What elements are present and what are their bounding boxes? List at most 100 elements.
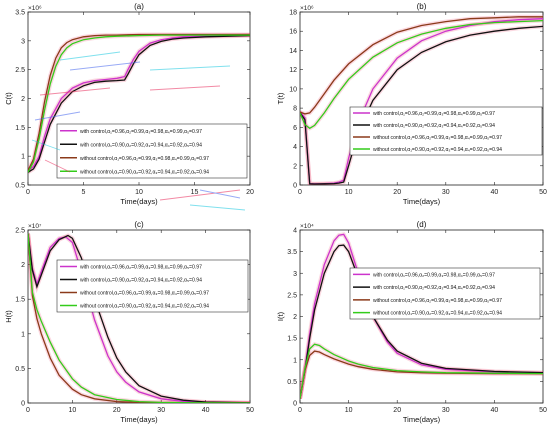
panel-label: (c) [134, 220, 144, 229]
legend-entry: without control,α₁=0.90,α₂=0.92,α₃=0.94,… [373, 147, 502, 153]
series-line-3 [28, 33, 250, 171]
series-line-4 [28, 233, 250, 403]
series-line-2 [28, 34, 250, 173]
chart-panel-4: 0 10 20 30 40 50 0 0.5 1 1.5 2 2.5 3 3.5 4 (d) Time(days… [276, 220, 547, 424]
legend-entry: with control,α₁=0.96,α₂=0.99,α₃=0.98,α₄=… [80, 129, 202, 135]
x-tick-label: 10 [135, 189, 143, 196]
panel-label: (b) [417, 2, 427, 11]
legend-entry: with control,α₁=0.90,α₂=0.92,α₃=0.94,α₄=… [373, 123, 495, 129]
legend: with control,α₁=0.96,α₂=0.99,α₃=0.98,α₄=… [56, 259, 249, 313]
y-exponent-label: ×10⁴ [300, 223, 314, 230]
y-tick-label: 18 [289, 10, 297, 17]
y-tick-label: 3.5 [287, 249, 297, 256]
annotation-stroke [59, 51, 121, 61]
legend-entry: with control,α₁=0.96,α₂=0.99,α₃=0.98,α₄=… [373, 272, 495, 278]
x-tick-label: 5 [82, 189, 86, 196]
series-line-4 [28, 34, 250, 173]
x-tick-label: 40 [202, 407, 210, 414]
legend-entry: without control,α₁=0.96,α₂=0.99,α₃=0.98,… [373, 298, 502, 304]
legend-entry: without control,α₁=0.96,α₂=0.99,α₃=0.98,… [80, 156, 209, 162]
y-tick-label: 3.5 [15, 10, 25, 17]
x-tick-label: 10 [69, 407, 77, 414]
x-axis-label: Time(days) [403, 415, 441, 424]
legend: with control,α₁=0.96,α₂=0.99,α₃=0.98,α₄=… [349, 267, 541, 320]
y-tick-label: 2.5 [15, 228, 25, 235]
y-exponent-label: ×10⁶ [28, 5, 42, 12]
y-tick-label: 2 [293, 314, 297, 321]
panel-label: (a) [134, 2, 144, 11]
x-tick-label: 40 [491, 189, 499, 196]
annotation-stroke [149, 85, 221, 91]
chart-panel-3: 0 10 20 30 40 50 0 0.5 1 1.5 2 2.5 (c) Time(days) H(t)… [4, 220, 254, 424]
y-tick-label: 2 [21, 262, 25, 269]
legend-box [349, 106, 543, 156]
series-line-4 [300, 19, 543, 130]
x-tick-label: 0 [298, 189, 302, 196]
y-tick-label: 1.5 [287, 336, 297, 343]
series-line-1 [300, 233, 543, 399]
legend-box [56, 259, 249, 313]
annotation-stroke [39, 87, 111, 96]
series-line-1 [28, 34, 250, 172]
chart-panel-2: 0 10 20 30 40 50 0 2 4 6 8 10 12 14 16 18 (b) Time(days) T… [276, 2, 547, 206]
series-line-4 [300, 343, 543, 399]
y-exponent-label: ×10⁶ [300, 5, 314, 12]
x-tick-label: 20 [393, 189, 401, 196]
x-axis-label: Time(days) [120, 197, 158, 206]
series-lines [28, 33, 250, 173]
legend-entry: without control,α₁=0.90,α₂=0.92,α₃=0.94,… [80, 169, 209, 175]
legend-entry: without control,α₁=0.96,α₂=0.99,α₃=0.98,… [80, 291, 209, 297]
plot-frame [27, 229, 251, 404]
y-tick-label: 8 [293, 106, 297, 113]
legend-entry: with control,α₁=0.96,α₂=0.99,α₃=0.98,α₄=… [373, 111, 495, 117]
legend-entry: without control,α₁=0.96,α₂=0.99,α₃=0.98,… [373, 135, 502, 141]
y-axis-label: H(t) [4, 310, 13, 323]
annotation-stroke [44, 159, 71, 173]
y-tick-label: 1 [293, 357, 297, 364]
y-tick-label: 1.5 [15, 297, 25, 304]
x-tick-label: 50 [539, 189, 547, 196]
chart-panel-1: 0 5 10 15 20 0.5 1 1.5 2 2.5 3 3.5 (a) Time(days) C(t)… [4, 2, 254, 206]
y-axis-label: I(t) [276, 311, 285, 321]
x-axis-label: Time(days) [403, 197, 441, 206]
y-tick-label: 2.5 [287, 292, 297, 299]
y-tick-label: 16 [289, 29, 297, 36]
x-tick-label: 30 [442, 189, 450, 196]
x-tick-label: 20 [393, 407, 401, 414]
legend-entry: with control,α₁=0.90,α₂=0.92,α₃=0.94,α₄=… [373, 285, 495, 291]
y-tick-label: 4 [293, 144, 297, 151]
y-tick-label: 0 [21, 401, 25, 408]
y-tick-label: 10 [289, 86, 297, 93]
x-tick-label: 30 [442, 407, 450, 414]
y-tick-label: 3 [293, 271, 297, 278]
series-line-2 [300, 244, 543, 399]
y-tick-label: 1.5 [15, 125, 25, 132]
annotation-stroke [159, 189, 241, 201]
y-tick-label: 2 [293, 163, 297, 170]
y-tick-label: 6 [293, 125, 297, 132]
x-tick-label: 20 [113, 407, 121, 414]
x-tick-label: 0 [26, 189, 30, 196]
annotation-overlay [31, 51, 246, 211]
x-tick-label: 0 [26, 407, 30, 414]
annotation-stroke [69, 61, 141, 71]
annotation-stroke [34, 111, 81, 121]
y-tick-label: 2.5 [15, 67, 25, 74]
legend-box [349, 267, 541, 320]
x-tick-label: 20 [246, 189, 254, 196]
x-axis-label: Time(days) [120, 415, 158, 424]
y-tick-label: 0 [293, 183, 297, 190]
y-tick-label: 2 [21, 96, 25, 103]
y-tick-label: 0.5 [15, 183, 25, 190]
y-tick-label: 1 [21, 331, 25, 338]
y-tick-label: 0.5 [15, 366, 25, 373]
legend-box [56, 123, 248, 179]
annotation-stroke [149, 65, 231, 71]
y-exponent-label: ×10⁷ [28, 223, 42, 230]
x-tick-label: 30 [157, 407, 165, 414]
y-axis-label: C(t) [4, 92, 13, 105]
annotation-stroke [199, 189, 241, 199]
legend-entry: with control,α₁=0.90,α₂=0.92,α₃=0.94,α₄=… [80, 278, 202, 284]
legend-entry: without control,α₁=0.90,α₂=0.92,α₃=0.94,… [373, 311, 502, 317]
